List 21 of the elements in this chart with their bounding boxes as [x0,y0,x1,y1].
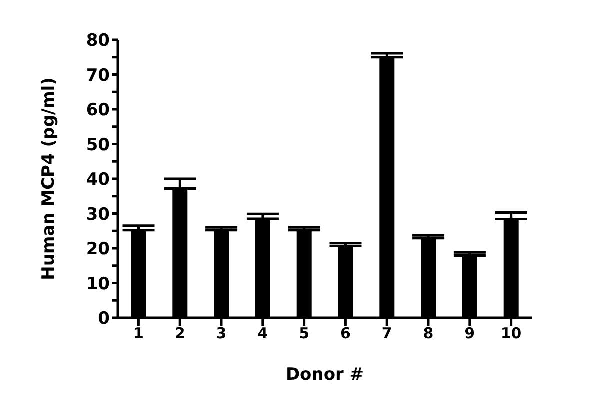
y-tick-label: 60 [86,100,110,121]
x-tick-label: 3 [216,324,227,343]
y-tick-label: 30 [86,204,110,225]
x-tick-label: 2 [174,324,186,343]
x-tick-label: 4 [258,324,268,343]
y-tick-label: 70 [86,66,110,86]
y-tick-label: 80 [86,31,110,52]
y-tick-label: 50 [86,135,110,156]
x-tick-label: 9 [464,324,476,343]
x-tick-label: 6 [340,324,351,343]
x-tick-label: 5 [299,324,310,343]
y-axis-title: Human MCP4 (pg/ml) [39,78,60,280]
x-axis-title: Donor # [286,365,364,385]
x-tick-label: 1 [133,324,144,343]
x-tick-label: 8 [423,324,434,343]
x-tick-label: 7 [382,324,392,343]
y-tick-label: 20 [86,240,110,260]
y-tick-label: 40 [86,170,110,190]
x-tick-label: 10 [500,324,522,343]
y-tick-label: 10 [86,274,110,294]
y-tick-label: 0 [98,309,110,330]
